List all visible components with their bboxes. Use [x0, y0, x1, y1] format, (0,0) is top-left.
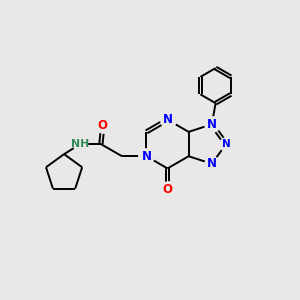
Text: NH: NH: [71, 139, 89, 149]
Text: N: N: [207, 157, 217, 170]
Text: O: O: [98, 119, 108, 132]
Text: N: N: [222, 139, 230, 149]
Text: N: N: [207, 118, 217, 131]
Text: N: N: [141, 150, 152, 163]
Text: N: N: [163, 113, 172, 126]
Text: O: O: [163, 183, 172, 196]
